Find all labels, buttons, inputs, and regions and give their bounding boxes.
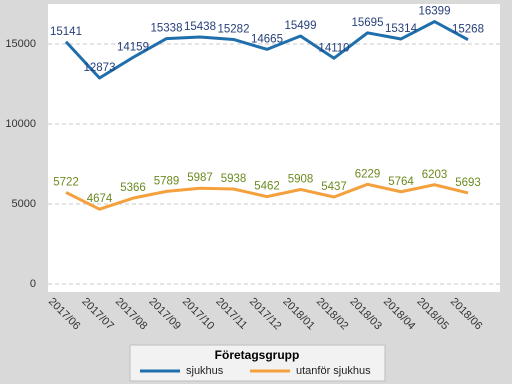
data-label: 15282 [218,24,250,36]
x-tick-label: 2017/08 [113,296,150,333]
data-label: 15499 [285,20,317,32]
data-label: 6203 [422,169,448,181]
data-label: 4674 [87,193,113,205]
data-label: 15314 [385,23,418,35]
data-label: 6229 [355,168,381,180]
x-tick-label: 2018/06 [448,296,485,333]
x-tick-label: 2017/07 [79,296,116,333]
plot-area [48,4,500,292]
x-tick-label: 2017/06 [46,296,83,333]
data-label: 5693 [455,177,481,189]
y-tick-label: 10000 [5,118,36,130]
y-tick-label: 15000 [5,38,36,50]
data-label: 15695 [352,17,384,29]
series-line [65,182,469,211]
legend-title: Företagsgrupp [215,348,300,362]
legend-label: sjukhus [186,365,224,377]
data-label: 15338 [151,23,183,35]
x-tick-label: 2018/04 [381,296,418,333]
data-label: 5366 [120,182,146,194]
x-tick-label: 2018/03 [347,296,384,333]
data-label: 5789 [154,175,180,187]
data-label: 15438 [184,21,216,33]
data-label: 12873 [84,62,116,74]
data-label: 15268 [452,24,484,36]
x-tick-label: 2018/01 [280,296,317,333]
legend-box [129,344,386,382]
data-label: 14665 [251,33,283,45]
data-label: 5437 [321,181,347,193]
data-label: 14110 [318,42,349,54]
x-tick-label: 2017/11 [213,296,249,332]
data-label: 5462 [254,181,280,193]
x-tick-label: 2017/09 [146,296,183,333]
x-tick-label: 2018/02 [314,296,351,333]
legend-label: utanför sjukhus [296,365,371,377]
y-tick-label: 0 [30,278,36,290]
data-label: 5938 [221,173,247,185]
data-label: 16399 [419,6,451,18]
y-tick-label: 5000 [12,198,36,210]
data-label: 5908 [288,174,314,186]
x-tick-label: 2018/05 [414,296,451,333]
data-label: 14159 [117,41,149,53]
data-label: 5987 [187,172,213,184]
x-tick-label: 2017/10 [180,296,217,333]
data-label: 5764 [388,176,414,188]
x-tick-label: 2017/12 [247,296,284,333]
series-line [64,20,469,80]
data-label: 15141 [50,26,82,38]
data-label: 5722 [53,176,79,188]
